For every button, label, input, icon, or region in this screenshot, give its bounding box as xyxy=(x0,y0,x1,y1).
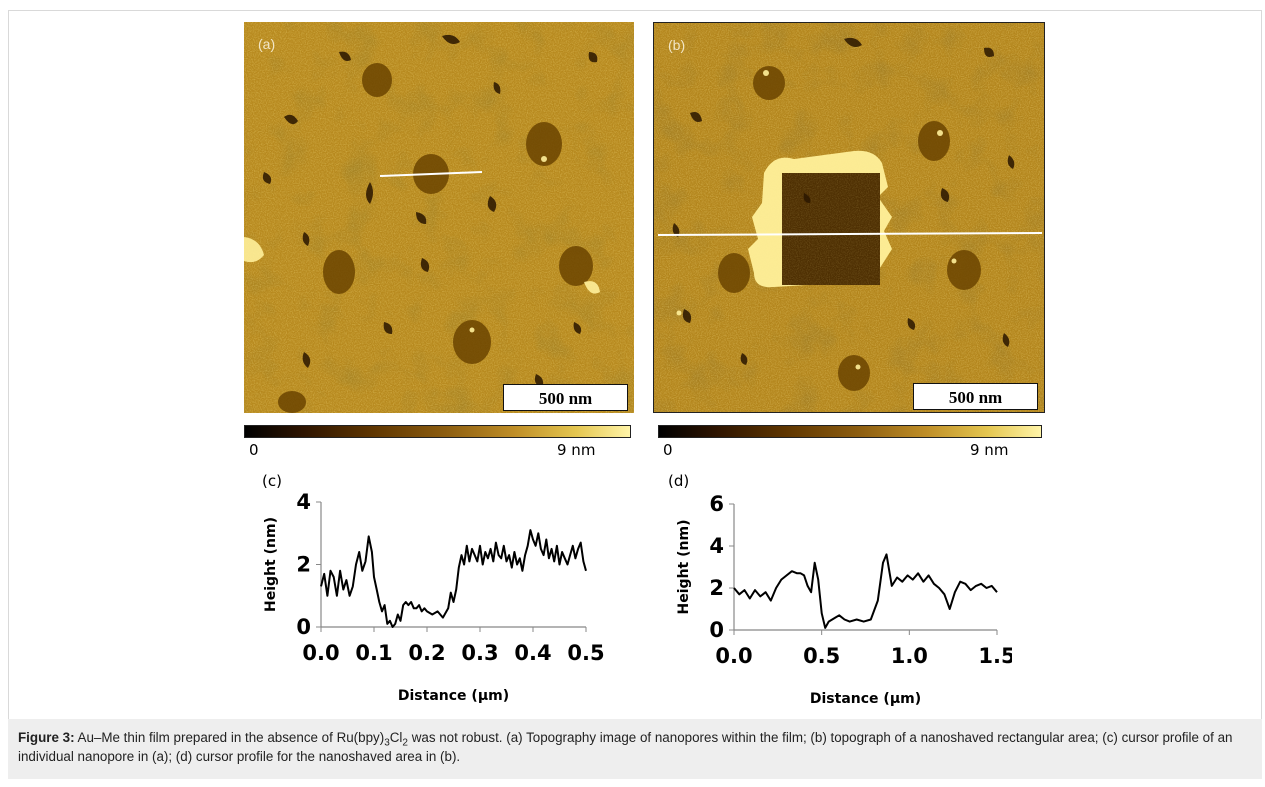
profile-line xyxy=(733,553,998,629)
axes: 0 2 4 6 0.0 0.5 1.0 1.5 xyxy=(709,492,1012,668)
figure-frame xyxy=(8,10,1262,779)
figure-caption: Figure 3: Au–Me thin film prepared in th… xyxy=(8,719,1262,779)
colorbar-b xyxy=(658,425,1042,438)
caption-sub-2: 2 xyxy=(402,737,408,749)
panel-label: (d) xyxy=(668,472,689,490)
x-tick-label: 1.0 xyxy=(891,644,928,668)
height-profile-chart-d: 0 2 4 6 0.0 0.5 1.0 1.5 Distance (µm) Height (nm)… xyxy=(668,472,1012,707)
panel-label-a: (a) xyxy=(258,36,276,52)
profile-line xyxy=(320,529,587,628)
y-tick-label: 0 xyxy=(709,618,724,642)
x-tick-label: 0.1 xyxy=(355,641,392,665)
x-tick-label: 0.4 xyxy=(514,641,551,665)
colorbar-b-min-label: 0 xyxy=(663,441,673,459)
x-tick-label: 1.5 xyxy=(978,644,1012,668)
scale-bar-label-b: 500 nm xyxy=(913,383,1038,410)
afm-image-panel-a: (a) 500 nm xyxy=(244,22,634,413)
x-tick-label: 0.0 xyxy=(715,644,752,668)
afm-topography-b xyxy=(654,23,1044,412)
y-tick-label: 0 xyxy=(296,615,311,639)
panel-label-b: (b) xyxy=(668,37,686,53)
caption-text-1: Au–Me thin film prepared in the absence … xyxy=(74,730,385,745)
y-axis-label: Height (nm) xyxy=(263,517,279,612)
y-tick-label: 4 xyxy=(709,534,724,558)
x-tick-label: 0.0 xyxy=(302,641,339,665)
caption-text-2: Cl xyxy=(389,730,403,745)
y-tick-label: 2 xyxy=(296,553,311,577)
colorbar-b-max-label: 9 nm xyxy=(970,441,1009,459)
axes: 0 2 4 0.0 0.1 0.2 0.3 0.4 0.5 xyxy=(296,490,604,665)
x-tick-label: 0.5 xyxy=(803,644,840,668)
x-tick-label: 0.2 xyxy=(408,641,445,665)
x-tick-label: 0.5 xyxy=(567,641,604,665)
caption-sub-1: 3 xyxy=(384,737,390,749)
scale-bar-label-a: 500 nm xyxy=(503,384,628,411)
x-axis-label: Distance (µm) xyxy=(810,691,921,707)
y-tick-label: 2 xyxy=(709,576,724,600)
height-profile-chart-c: 0 2 4 0.0 0.1 0.2 0.3 0.4 0.5 Distance (µm) Height… xyxy=(262,472,605,704)
x-tick-label: 0.3 xyxy=(461,641,498,665)
y-tick-label: 4 xyxy=(296,490,311,514)
afm-image-panel-b: (b) 500 nm xyxy=(653,22,1045,413)
y-axis-label: Height (nm) xyxy=(676,520,692,615)
panel-label: (c) xyxy=(262,472,282,490)
afm-topography-a xyxy=(244,22,634,413)
x-axis-label: Distance (µm) xyxy=(398,688,509,704)
caption-text-3: was not robust. (a) Topography image of … xyxy=(18,730,1233,764)
y-tick-label: 6 xyxy=(709,492,724,516)
cursor-line-a xyxy=(379,171,483,177)
caption-label: Figure 3: xyxy=(18,730,75,745)
colorbar-a xyxy=(244,425,631,438)
cursor-line-b xyxy=(657,232,1043,236)
colorbar-a-max-label: 9 nm xyxy=(557,441,596,459)
colorbar-a-min-label: 0 xyxy=(249,441,259,459)
